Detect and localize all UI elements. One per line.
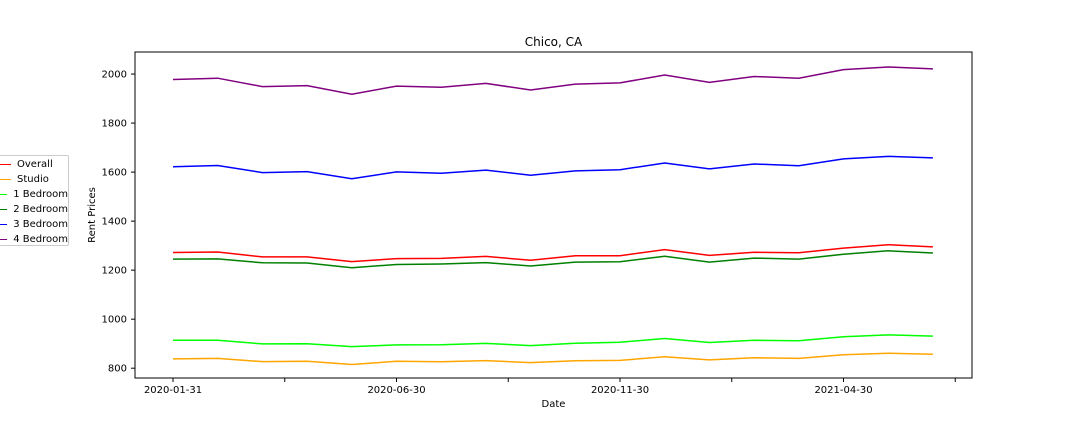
x-axis: 2020-01-31 2020-06-30 2020-11-30 2021-04-30 xyxy=(144,378,956,396)
y-tick-label: 1400 xyxy=(102,217,127,228)
series-line-2-bedroom xyxy=(172,250,933,269)
x-axis-label: Date xyxy=(542,399,566,410)
series-line-3-bedroom xyxy=(172,155,933,180)
y-axis-label: Rent Prices xyxy=(87,187,98,243)
y-axis: 800 1000 1200 1400 1600 1800 2000 xyxy=(102,70,135,375)
legend-swatch xyxy=(0,239,8,240)
chart-legend: Overall Studio 1 Bedroom 2 Bedroom 3 Bedroom… xyxy=(0,155,69,246)
legend-swatch xyxy=(0,164,11,165)
series-line-1-bedroom xyxy=(173,334,933,348)
legend-label: Studio xyxy=(17,174,49,185)
series-line-4-bedroom xyxy=(172,66,933,95)
series-line-overall xyxy=(172,243,933,263)
legend-label: 4 Bedroom xyxy=(13,234,68,245)
y-tick-label: 1200 xyxy=(102,266,127,277)
x-tick-label: 2020-11-30 xyxy=(591,385,649,396)
legend-item: 3 Bedroom xyxy=(0,217,68,232)
y-tick-label: 1000 xyxy=(102,315,127,326)
x-tick-label: 2020-01-31 xyxy=(144,385,202,396)
legend-item: Overall xyxy=(0,157,68,172)
y-tick-label: 1600 xyxy=(102,168,127,179)
plot-lines xyxy=(172,66,933,366)
legend-swatch xyxy=(0,194,8,195)
x-tick-label: 2020-06-30 xyxy=(367,385,425,396)
y-tick-label: 2000 xyxy=(102,70,127,81)
legend-label: 2 Bedroom xyxy=(13,204,68,215)
legend-swatch xyxy=(0,224,8,225)
legend-label: 3 Bedroom xyxy=(13,219,68,230)
y-tick-label: 1800 xyxy=(102,119,127,130)
series-line-studio xyxy=(172,352,933,366)
legend-item: 1 Bedroom xyxy=(0,187,68,202)
legend-swatch xyxy=(0,179,11,180)
legend-item: 4 Bedroom xyxy=(0,232,68,247)
chart-title: Chico, CA xyxy=(525,35,583,49)
legend-swatch xyxy=(0,209,8,210)
x-tick-label: 2021-04-30 xyxy=(814,385,872,396)
y-tick-label: 800 xyxy=(108,364,127,375)
legend-item: Studio xyxy=(0,172,68,187)
plot-frame xyxy=(134,51,973,379)
legend-label: 1 Bedroom xyxy=(13,189,68,200)
legend-item: 2 Bedroom xyxy=(0,202,68,217)
legend-label: Overall xyxy=(17,159,53,170)
